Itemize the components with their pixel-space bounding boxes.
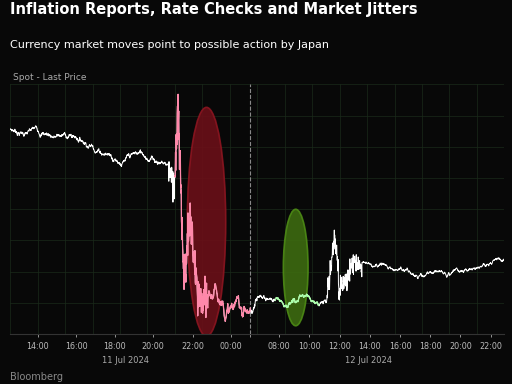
Ellipse shape <box>187 108 226 336</box>
Text: 12 Jul 2024: 12 Jul 2024 <box>345 356 392 365</box>
Text: Inflation Reports, Rate Checks and Market Jitters: Inflation Reports, Rate Checks and Marke… <box>10 2 418 17</box>
Text: Spot - Last Price: Spot - Last Price <box>13 73 86 82</box>
Text: Currency market moves point to possible action by Japan: Currency market moves point to possible … <box>10 40 329 50</box>
Ellipse shape <box>283 209 308 326</box>
Text: Bloomberg: Bloomberg <box>10 372 63 382</box>
Text: 11 Jul 2024: 11 Jul 2024 <box>102 356 149 365</box>
